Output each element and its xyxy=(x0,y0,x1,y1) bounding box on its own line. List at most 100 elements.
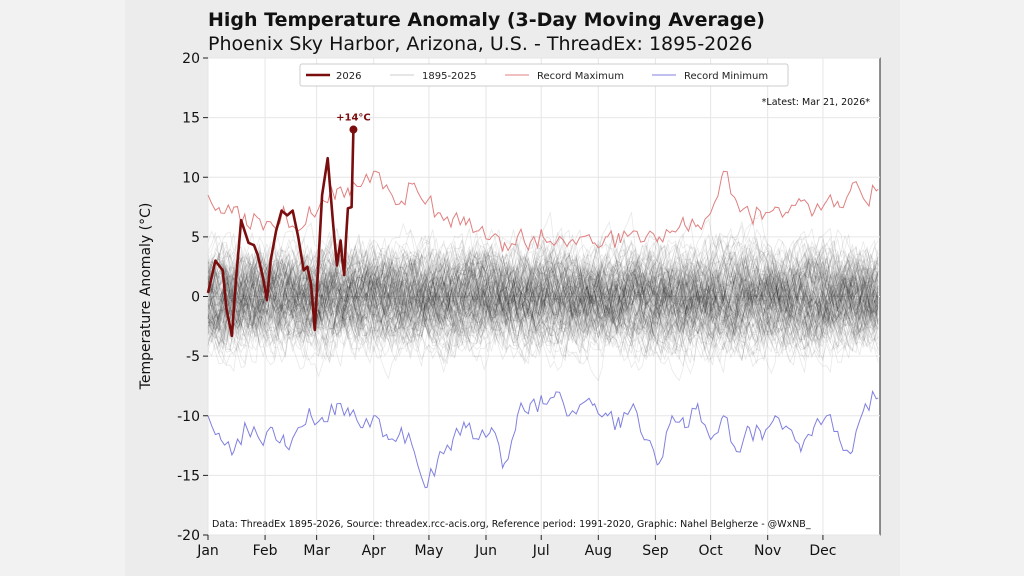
historical-year-line xyxy=(207,243,879,365)
historical-year-line xyxy=(207,233,879,341)
series-2026-line xyxy=(206,129,355,338)
historical-year-line xyxy=(207,229,879,342)
historical-year-line xyxy=(207,228,879,334)
historical-year-line xyxy=(207,248,879,364)
x-tick-label: Aug xyxy=(585,543,612,559)
historical-year-line xyxy=(207,230,879,355)
historical-year-line xyxy=(207,233,879,365)
historical-year-line xyxy=(207,251,879,347)
historical-year-line xyxy=(207,236,879,358)
historical-year-line xyxy=(207,233,879,351)
historical-year-line xyxy=(207,227,879,346)
historical-year-line xyxy=(207,235,879,355)
historical-year-line xyxy=(207,260,879,364)
historical-year-line xyxy=(207,239,879,352)
x-axis-ticks: Jan Feb Mar Apr May Jun Jul Aug Sep Oct Nov Dec xyxy=(196,535,836,559)
historical-year-line xyxy=(207,236,879,356)
latest-note: *Latest: Mar 21, 2026* xyxy=(762,97,871,108)
historical-year-line xyxy=(207,243,879,360)
historical-year-line xyxy=(207,236,879,356)
historical-year-line xyxy=(207,240,879,357)
historical-year-line xyxy=(207,233,879,350)
historical-year-line xyxy=(207,249,879,338)
historical-year-line xyxy=(207,232,879,339)
historical-year-line xyxy=(207,235,879,355)
x-tick-label: Nov xyxy=(754,543,781,559)
y-tick-label: 0 xyxy=(191,290,200,306)
historical-year-line xyxy=(207,238,879,344)
historical-year-line xyxy=(207,250,879,347)
historical-year-line xyxy=(207,231,879,368)
x-tick-label: Apr xyxy=(362,543,386,559)
historical-year-line xyxy=(207,246,879,347)
historical-year-line xyxy=(207,230,879,344)
y-tick-label: -20 xyxy=(177,528,200,544)
historical-year-line xyxy=(207,230,879,353)
historical-year-line xyxy=(207,227,879,380)
historical-year-line xyxy=(207,226,879,351)
historical-year-line xyxy=(207,249,879,338)
x-tick-label: Oct xyxy=(699,543,724,559)
historical-year-line xyxy=(207,212,879,373)
y-tick-label: -15 xyxy=(177,468,200,484)
historical-year-line xyxy=(207,246,879,362)
historical-year-line xyxy=(207,243,879,361)
x-tick-label: Jun xyxy=(474,543,497,559)
latest-point-marker xyxy=(349,125,358,134)
y-tick-label: 20 xyxy=(182,51,200,67)
historical-year-line xyxy=(207,257,879,362)
x-tick-label: Feb xyxy=(253,543,278,559)
historical-year-line xyxy=(207,243,879,365)
historical-year-line xyxy=(207,237,879,364)
historical-year-line xyxy=(207,250,879,345)
historical-year-line xyxy=(207,240,879,365)
historical-year-line xyxy=(207,236,879,361)
historical-year-line xyxy=(207,240,879,350)
y-tick-label: -10 xyxy=(177,409,200,425)
y-axis-label: Temperature Anomaly (°C) xyxy=(138,203,154,391)
grid xyxy=(207,57,880,536)
legend-label-record-max: Record Maximum xyxy=(537,71,624,82)
historical-year-line xyxy=(207,237,879,365)
historical-year-line xyxy=(207,229,879,354)
historical-year-line xyxy=(207,254,879,359)
historical-year-line xyxy=(207,236,879,355)
historical-year-line xyxy=(207,251,879,359)
historical-year-line xyxy=(207,227,879,346)
y-tick-label: -5 xyxy=(186,349,200,365)
source-note: Data: ThreadEx 1895-2026, Source: thread… xyxy=(212,519,811,530)
historical-year-line xyxy=(207,245,879,346)
historical-year-line xyxy=(207,251,879,356)
historical-year-line xyxy=(207,238,879,362)
legend-label-record-min: Record Minimum xyxy=(684,71,768,82)
historical-year-line xyxy=(207,245,879,362)
historical-year-line xyxy=(207,240,879,365)
historical-year-line xyxy=(207,241,879,362)
x-tick-label: Jan xyxy=(196,543,219,559)
historical-lines xyxy=(207,212,879,382)
historical-year-line xyxy=(207,220,879,354)
historical-year-line xyxy=(207,255,879,374)
historical-year-line xyxy=(207,228,879,357)
historical-year-line xyxy=(207,242,879,348)
historical-year-line xyxy=(207,251,879,378)
x-tick-label: Mar xyxy=(303,543,330,559)
historical-year-line xyxy=(207,246,879,362)
historical-year-line xyxy=(207,231,879,356)
historical-year-line xyxy=(207,233,879,353)
historical-year-line xyxy=(207,224,879,342)
historical-year-line xyxy=(207,245,879,359)
historical-year-line xyxy=(207,240,879,352)
record-minimum-line xyxy=(207,389,879,489)
historical-year-line xyxy=(207,232,879,355)
legend-label-2026: 2026 xyxy=(336,71,361,82)
latest-annotation: +14°C xyxy=(336,113,371,124)
historical-year-line xyxy=(207,239,879,361)
historical-year-line xyxy=(207,251,879,366)
historical-year-line xyxy=(207,232,879,374)
historical-year-line xyxy=(207,237,879,364)
chart-title: High Temperature Anomaly (3-Day Moving A… xyxy=(208,9,765,31)
historical-year-line xyxy=(207,245,879,362)
historical-year-line xyxy=(207,239,879,364)
